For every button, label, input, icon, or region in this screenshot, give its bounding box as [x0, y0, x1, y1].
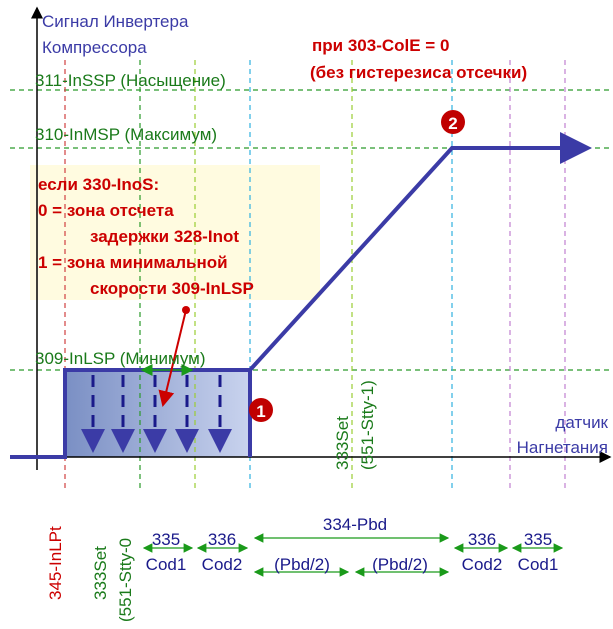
bottom-label: Cod1	[518, 555, 559, 574]
marker-label: 2	[448, 114, 457, 133]
marker	[249, 398, 273, 422]
bottom-label: (Pbd/2)	[372, 555, 428, 574]
signal-line	[248, 132, 592, 372]
vertical-label: 345-InLPt	[46, 526, 65, 600]
bottom-label: (Pbd/2)	[274, 555, 330, 574]
bottom-label: Cod2	[202, 555, 243, 574]
bottom-label: 336	[208, 530, 236, 549]
note-line: скорости 309-InLSP	[90, 279, 254, 298]
vertical-label: (551-Stty-1)	[358, 380, 377, 470]
vertical-label: 333Set	[91, 546, 110, 600]
note-pointer	[158, 309, 187, 407]
note-line: 0 = зона отсчета	[38, 201, 174, 220]
note-dot	[182, 306, 190, 314]
level-label: 310-InMSP (Максимум)	[35, 125, 217, 144]
note-title: при 303-ColE = 0	[312, 36, 449, 55]
bottom-label: 335	[524, 530, 552, 549]
note-title: (без гистерезиса отсечки)	[310, 63, 527, 82]
marker	[441, 110, 465, 134]
note-line: задержки 328-Inot	[90, 227, 239, 246]
bottom-label: Cod1	[146, 555, 187, 574]
y-label: Сигнал Инвертера	[42, 12, 189, 31]
vertical-label: 333Set	[333, 416, 352, 470]
note-background	[30, 165, 320, 300]
level-label: 309-InLSP (Минимум)	[35, 349, 206, 368]
bottom-label: 334-Pbd	[323, 515, 387, 534]
bottom-arrows	[142, 533, 564, 577]
drop-arrows	[81, 375, 232, 453]
min-outline	[10, 368, 252, 459]
x-label: Нагнетания	[517, 438, 608, 457]
marker-label: 1	[256, 402, 265, 421]
bottom-label: 335	[152, 530, 180, 549]
bottom-label: Cod2	[462, 555, 503, 574]
x-label: датчик	[555, 413, 608, 432]
vertical-label: (551-Stty-0	[116, 538, 135, 622]
note-line: если 330-InoS:	[38, 175, 159, 194]
bottom-label: 336	[468, 530, 496, 549]
level-label: 311-InSSP (Насыщение)	[35, 71, 226, 90]
y-label: Компрессора	[42, 38, 147, 57]
note-line: 1 = зона минимальной	[38, 253, 228, 272]
